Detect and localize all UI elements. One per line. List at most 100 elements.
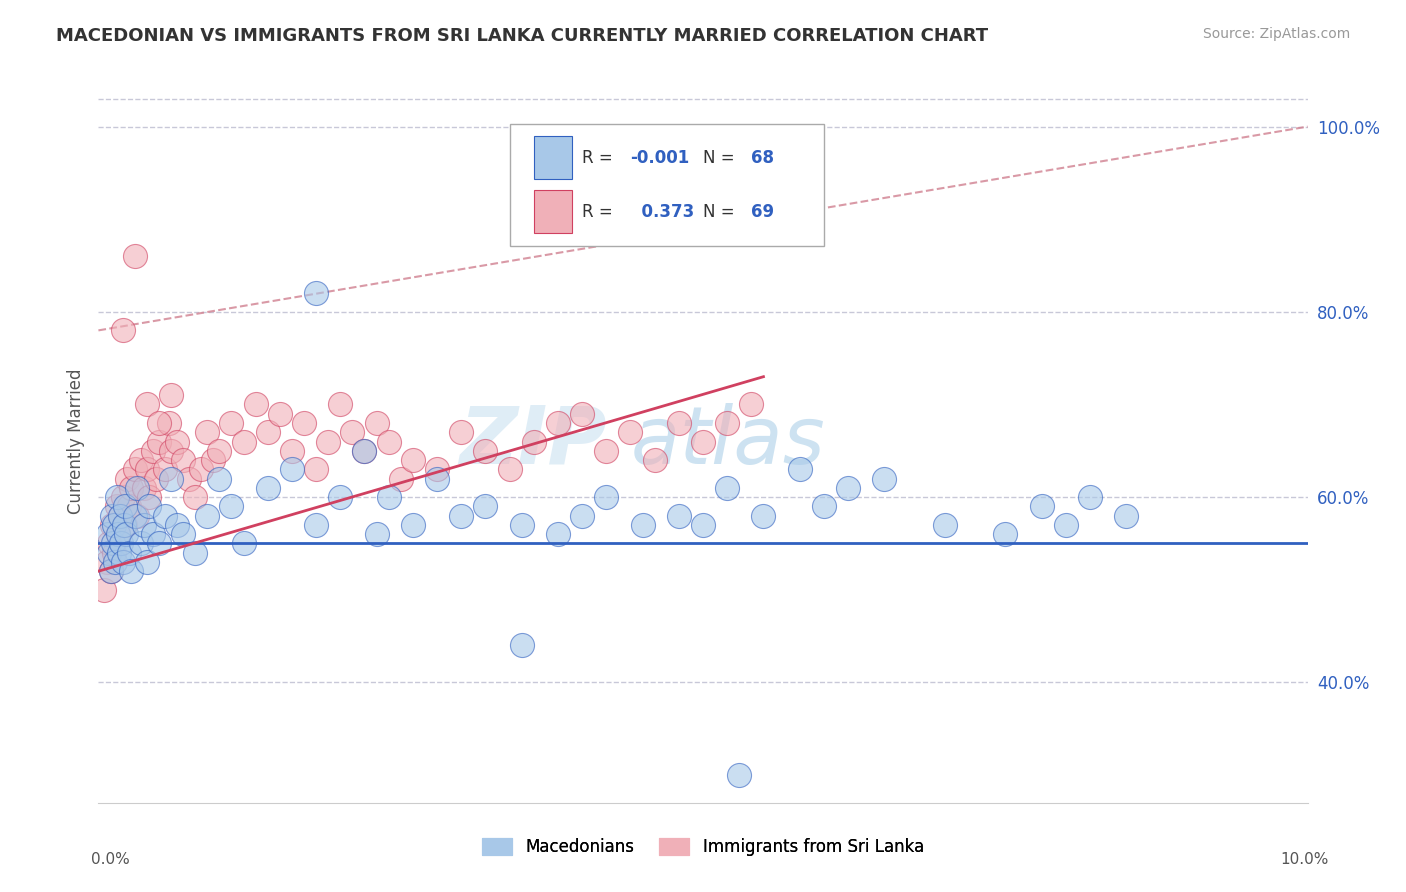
Point: [523, 434, 546, 449]
FancyBboxPatch shape: [534, 136, 572, 179]
Point: [221, 500, 243, 514]
Point: [256, 481, 278, 495]
Point: [402, 517, 425, 532]
Point: [153, 462, 176, 476]
Point: [1115, 508, 1137, 523]
Point: [426, 472, 449, 486]
Point: [114, 517, 136, 532]
Text: R =: R =: [582, 149, 619, 167]
Point: [101, 536, 124, 550]
Text: 69: 69: [751, 203, 775, 221]
Point: [118, 546, 141, 560]
Point: [873, 472, 896, 486]
Point: [571, 407, 593, 421]
Point: [112, 517, 135, 532]
Point: [190, 462, 212, 476]
Point: [118, 500, 141, 514]
Point: [1078, 490, 1101, 504]
Point: [135, 555, 157, 569]
Point: [269, 407, 291, 421]
Point: [474, 500, 496, 514]
Point: [172, 453, 194, 467]
Point: [366, 416, 388, 430]
Text: MACEDONIAN VS IMMIGRANTS FROM SRI LANKA CURRENTLY MARRIED CORRELATION CHART: MACEDONIAN VS IMMIGRANTS FROM SRI LANKA …: [56, 27, 988, 45]
Point: [305, 286, 328, 301]
Point: [281, 443, 304, 458]
Point: [110, 536, 132, 550]
Point: [93, 582, 115, 597]
Point: [728, 768, 751, 782]
Point: [668, 416, 690, 430]
Point: [129, 453, 152, 467]
Point: [377, 434, 399, 449]
Point: [305, 462, 328, 476]
Point: [108, 508, 131, 523]
Point: [179, 472, 201, 486]
Text: -0.001: -0.001: [630, 149, 690, 167]
Text: Source: ZipAtlas.com: Source: ZipAtlas.com: [1202, 27, 1350, 41]
Point: [571, 508, 593, 523]
Point: [108, 508, 131, 523]
Point: [547, 527, 569, 541]
Point: [716, 481, 738, 495]
Point: [97, 527, 120, 541]
Text: 0.0%: 0.0%: [91, 852, 131, 867]
Point: [1054, 517, 1077, 532]
Point: [98, 536, 121, 550]
Point: [292, 416, 315, 430]
Point: [138, 500, 160, 514]
FancyBboxPatch shape: [509, 124, 824, 246]
Point: [100, 564, 122, 578]
Point: [108, 546, 131, 560]
Point: [104, 555, 127, 569]
FancyBboxPatch shape: [534, 191, 572, 233]
Point: [281, 462, 304, 476]
Point: [107, 527, 129, 541]
Point: [134, 517, 156, 532]
Point: [208, 472, 231, 486]
Point: [103, 546, 125, 560]
Point: [103, 517, 125, 532]
Point: [837, 481, 859, 495]
Point: [160, 472, 183, 486]
Point: [105, 490, 128, 504]
Point: [195, 425, 218, 440]
Point: [245, 397, 267, 411]
Point: [789, 462, 811, 476]
Point: [195, 508, 218, 523]
Point: [111, 323, 134, 337]
Point: [450, 425, 472, 440]
Point: [148, 434, 170, 449]
Point: [752, 508, 775, 523]
Point: [142, 527, 165, 541]
Point: [153, 508, 176, 523]
Point: [107, 527, 129, 541]
Point: [547, 416, 569, 430]
Point: [353, 443, 375, 458]
Point: [160, 443, 183, 458]
Point: [96, 555, 118, 569]
Point: [329, 397, 352, 411]
Point: [202, 453, 225, 467]
Point: [124, 462, 146, 476]
Text: R =: R =: [582, 203, 619, 221]
Point: [145, 472, 167, 486]
Text: 0.373: 0.373: [630, 203, 695, 221]
Point: [221, 416, 243, 430]
Point: [305, 517, 328, 532]
Point: [644, 453, 666, 467]
Point: [595, 443, 617, 458]
Point: [98, 546, 121, 560]
Point: [510, 517, 533, 532]
Point: [329, 490, 352, 504]
Point: [184, 490, 207, 504]
Point: [366, 527, 388, 541]
Point: [498, 462, 520, 476]
Point: [129, 536, 152, 550]
Point: [135, 462, 157, 476]
Point: [631, 517, 654, 532]
Point: [813, 500, 835, 514]
Point: [208, 443, 231, 458]
Point: [127, 508, 149, 523]
Text: N =: N =: [703, 203, 740, 221]
